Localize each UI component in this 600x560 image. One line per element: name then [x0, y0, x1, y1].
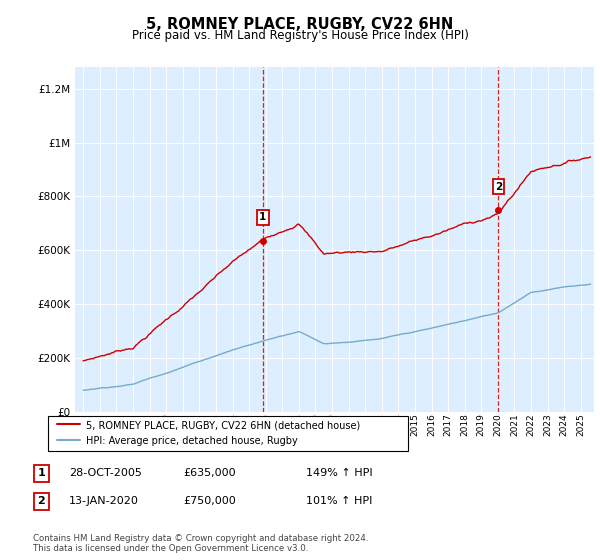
Text: 1: 1 [259, 212, 266, 222]
Text: 2: 2 [495, 181, 502, 192]
Text: 149% ↑ HPI: 149% ↑ HPI [306, 468, 373, 478]
Text: 1: 1 [38, 468, 45, 478]
Text: 5, ROMNEY PLACE, RUGBY, CV22 6HN (detached house): 5, ROMNEY PLACE, RUGBY, CV22 6HN (detach… [86, 420, 360, 430]
Text: 5, ROMNEY PLACE, RUGBY, CV22 6HN: 5, ROMNEY PLACE, RUGBY, CV22 6HN [146, 17, 454, 32]
FancyBboxPatch shape [34, 465, 49, 482]
Text: 13-JAN-2020: 13-JAN-2020 [69, 496, 139, 506]
Text: 2: 2 [38, 496, 45, 506]
Text: 28-OCT-2005: 28-OCT-2005 [69, 468, 142, 478]
Text: HPI: Average price, detached house, Rugby: HPI: Average price, detached house, Rugb… [86, 436, 298, 446]
Text: £635,000: £635,000 [183, 468, 236, 478]
Text: £750,000: £750,000 [183, 496, 236, 506]
Text: Contains HM Land Registry data © Crown copyright and database right 2024.
This d: Contains HM Land Registry data © Crown c… [33, 534, 368, 553]
FancyBboxPatch shape [48, 416, 408, 451]
Text: Price paid vs. HM Land Registry's House Price Index (HPI): Price paid vs. HM Land Registry's House … [131, 29, 469, 42]
Text: 101% ↑ HPI: 101% ↑ HPI [306, 496, 373, 506]
FancyBboxPatch shape [34, 493, 49, 510]
